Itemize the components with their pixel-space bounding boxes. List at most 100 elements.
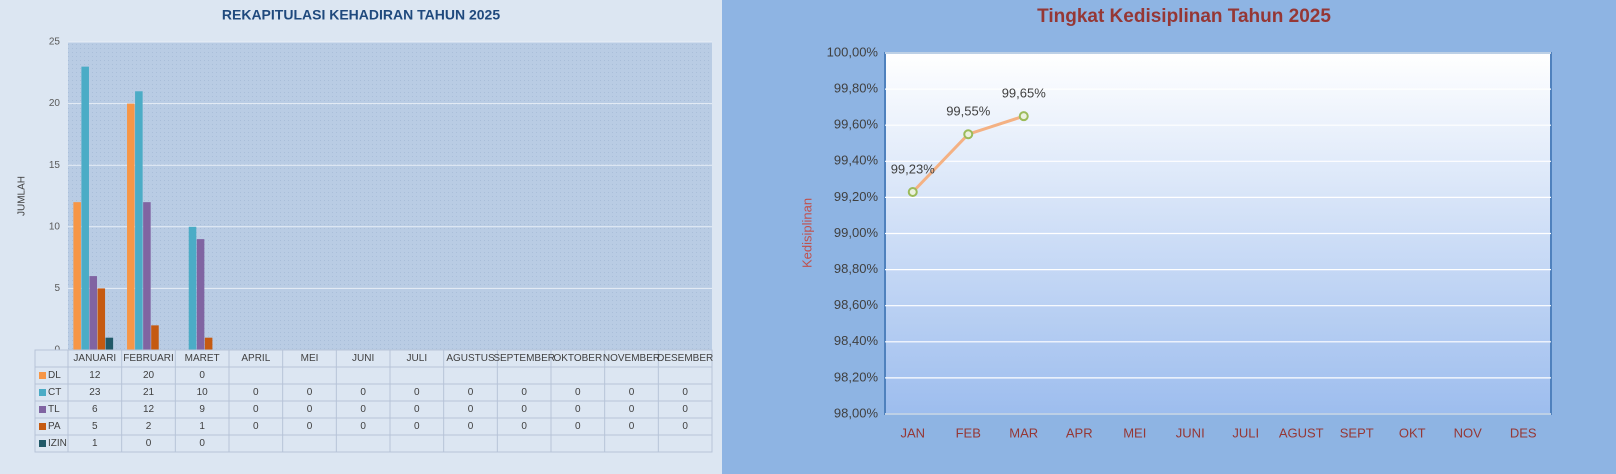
bar-plot-area [68, 42, 712, 350]
data-point [907, 186, 918, 197]
legend-label: CT [48, 387, 61, 398]
x-tick-label: APR [1066, 425, 1093, 440]
table-value: 0 [360, 387, 366, 398]
data-label: 99,55% [946, 104, 991, 119]
data-label: 99,65% [1002, 86, 1047, 101]
legend-swatch [39, 372, 46, 379]
table-value: 0 [468, 421, 474, 432]
table-value: 0 [199, 438, 205, 449]
table-value: 0 [468, 387, 474, 398]
x-tick-label: AGUSTUS [446, 353, 495, 364]
bar [105, 337, 114, 350]
y-tick-label: 20 [49, 98, 61, 109]
table-value: 0 [360, 404, 366, 415]
legend-swatch [39, 423, 46, 430]
legend-label: PA [48, 421, 61, 432]
chart-title: REKAPITULASI KEHADIRAN TAHUN 2025 [222, 7, 500, 23]
table-value: 20 [143, 370, 155, 381]
table-value: 0 [253, 421, 259, 432]
x-tick-label: JANUARI [73, 353, 116, 364]
y-tick-label: 99,40% [834, 153, 879, 168]
bar [73, 202, 81, 350]
x-tick-label: JAN [900, 425, 925, 440]
legend-label: TL [48, 404, 60, 415]
table-value: 6 [92, 404, 98, 415]
x-tick-label: FEB [956, 425, 981, 440]
y-tick-label: 99,00% [834, 225, 879, 240]
legend-swatch [39, 440, 46, 447]
table-value: 0 [575, 387, 581, 398]
table-value: 0 [253, 387, 259, 398]
chart-title: Tingkat Kedisiplinan Tahun 2025 [1037, 6, 1331, 27]
x-tick-label: OKT [1399, 425, 1426, 440]
x-tick-label: FEBRUARI [123, 353, 174, 364]
table-value: 0 [521, 421, 527, 432]
bar [89, 276, 98, 350]
table-value: 10 [197, 387, 209, 398]
x-tick-label: SEPT [1340, 425, 1374, 440]
table-value: 1 [199, 421, 205, 432]
x-tick-label: JUNI [352, 353, 374, 364]
x-tick-label: AGUST [1279, 425, 1324, 440]
table-value: 12 [89, 370, 101, 381]
x-tick-label: MEI [1123, 425, 1146, 440]
table-value: 9 [199, 404, 205, 415]
bar [97, 288, 106, 350]
y-tick-label: 98,60% [834, 297, 879, 312]
table-value: 0 [307, 421, 313, 432]
x-tick-label: DESEMBER [657, 353, 713, 364]
data-point [1018, 111, 1029, 122]
bar [143, 202, 151, 350]
y-tick-label: 15 [49, 160, 61, 171]
legend-label: IZIN [48, 438, 67, 449]
table-value: 5 [92, 421, 98, 432]
y-tick-label: 98,40% [834, 333, 879, 348]
table-value: 2 [146, 421, 152, 432]
x-tick-label: JUNI [1176, 425, 1205, 440]
table-value: 0 [360, 421, 366, 432]
x-tick-label: JULI [407, 353, 428, 364]
x-tick-label: SEPTEMBER [493, 353, 555, 364]
legend-swatch [39, 389, 46, 396]
table-value: 0 [682, 421, 688, 432]
data-point [963, 129, 974, 140]
y-tick-label: 10 [49, 221, 61, 232]
y-tick-label: 98,80% [834, 261, 879, 276]
bar [204, 337, 213, 350]
y-tick-label: 5 [54, 283, 60, 294]
y-tick-label: 100,00% [827, 44, 879, 59]
y-tick-label: 98,20% [834, 369, 879, 384]
bar [127, 103, 135, 350]
marks: 0510152025JANUARIFEBRUARIMARETAPRILMEIJU… [34, 37, 1551, 453]
legend-label: DL [48, 370, 61, 381]
table-value: 0 [629, 404, 635, 415]
x-tick-label: JULI [1232, 425, 1259, 440]
x-tick-label: MARET [185, 353, 220, 364]
y-tick-label: 99,80% [834, 81, 879, 96]
x-tick-label: APRIL [241, 353, 270, 364]
table-value: 12 [143, 404, 155, 415]
bar [151, 325, 159, 350]
table-value: 0 [253, 404, 259, 415]
y-axis-label: JUMLAH [17, 176, 28, 216]
table-value: 0 [629, 387, 635, 398]
table-value: 0 [682, 387, 688, 398]
y-tick-label: 99,20% [834, 189, 879, 204]
y-axis-label: Kedisiplinan [799, 198, 814, 268]
legend-swatch [39, 406, 46, 413]
table-value: 0 [307, 387, 313, 398]
table-value: 0 [575, 404, 581, 415]
y-tick-label: 25 [49, 37, 61, 48]
bar [188, 226, 197, 350]
table-value: 0 [521, 404, 527, 415]
x-tick-label: MAR [1009, 425, 1038, 440]
bar [196, 239, 205, 350]
x-tick-label: MEI [301, 353, 319, 364]
table-value: 0 [414, 387, 420, 398]
table-value: 0 [414, 421, 420, 432]
table-value: 0 [468, 404, 474, 415]
x-tick-label: NOVEMBER [603, 353, 660, 364]
y-tick-label: 99,60% [834, 117, 879, 132]
table-value: 0 [521, 387, 527, 398]
